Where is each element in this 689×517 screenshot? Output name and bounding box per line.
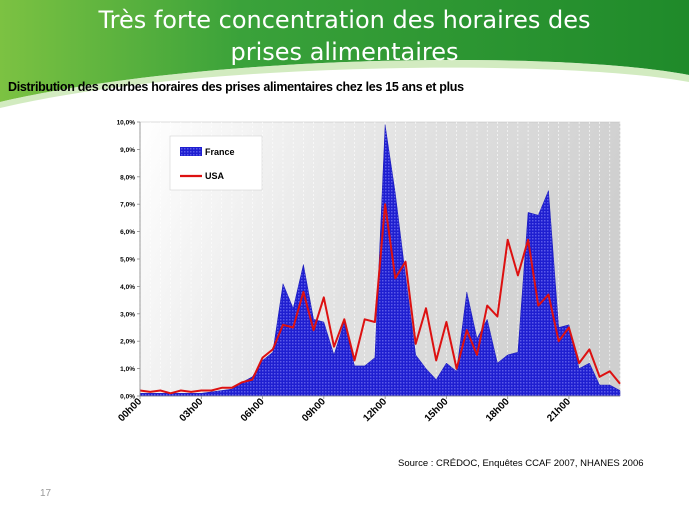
slide-title: Très forte concentration des horaires de…	[98, 6, 591, 66]
y-tick-label: 9,0%	[120, 147, 135, 154]
x-tick-label: 06h00	[239, 396, 267, 424]
y-axis: 0,0% 1,0% 2,0% 3,0% 4,0% 5,0% 6,0% 7,0% 8,0% 9,0%…	[117, 120, 141, 401]
x-tick-label: 03h00	[178, 396, 206, 424]
y-tick-label: 0,0%	[120, 394, 135, 401]
y-tick-label: 7,0%	[120, 202, 135, 209]
y-tick-label: 4,0%	[120, 284, 135, 291]
legend-swatch-france	[180, 147, 202, 156]
legend-box	[169, 135, 263, 191]
x-tick-label: 21h00	[545, 396, 573, 424]
legend-label-france: France	[205, 147, 235, 157]
y-tick-label: 3,0%	[120, 311, 135, 318]
series-usa-line	[139, 203, 621, 395]
y-tick-label: 2,0%	[120, 339, 135, 346]
x-tick-label: 09h00	[300, 396, 328, 424]
legend: France USA	[169, 135, 263, 191]
x-tick-label: 12h00	[361, 396, 389, 424]
chart: 0,0% 1,0% 2,0% 3,0% 4,0% 5,0% 6,0% 7,0% 8,0% 9,0%…	[116, 120, 621, 424]
usa-line	[139, 203, 621, 395]
x-axis: 00h00 03h00 06h00 09h00 12h00 15h00 18h00 21h00	[116, 395, 620, 424]
title-banner	[0, 0, 689, 108]
y-tick-label: 1,0%	[120, 366, 135, 373]
x-tick-label: 18h00	[484, 396, 512, 424]
x-tick-label: 15h00	[423, 396, 451, 424]
y-tick-label: 5,0%	[120, 257, 135, 264]
legend-label-usa: USA	[205, 171, 225, 181]
chart-subtitle: Distribution des courbes horaires des pr…	[8, 80, 464, 94]
y-tick-label: 8,0%	[120, 174, 135, 181]
y-tick-label: 10,0%	[117, 120, 136, 127]
page-number: 17	[40, 488, 52, 499]
y-tick-label: 6,0%	[120, 229, 135, 236]
source-note: Source : CRÉDOC, Enquêtes CCAF 2007, NHA…	[398, 458, 644, 469]
